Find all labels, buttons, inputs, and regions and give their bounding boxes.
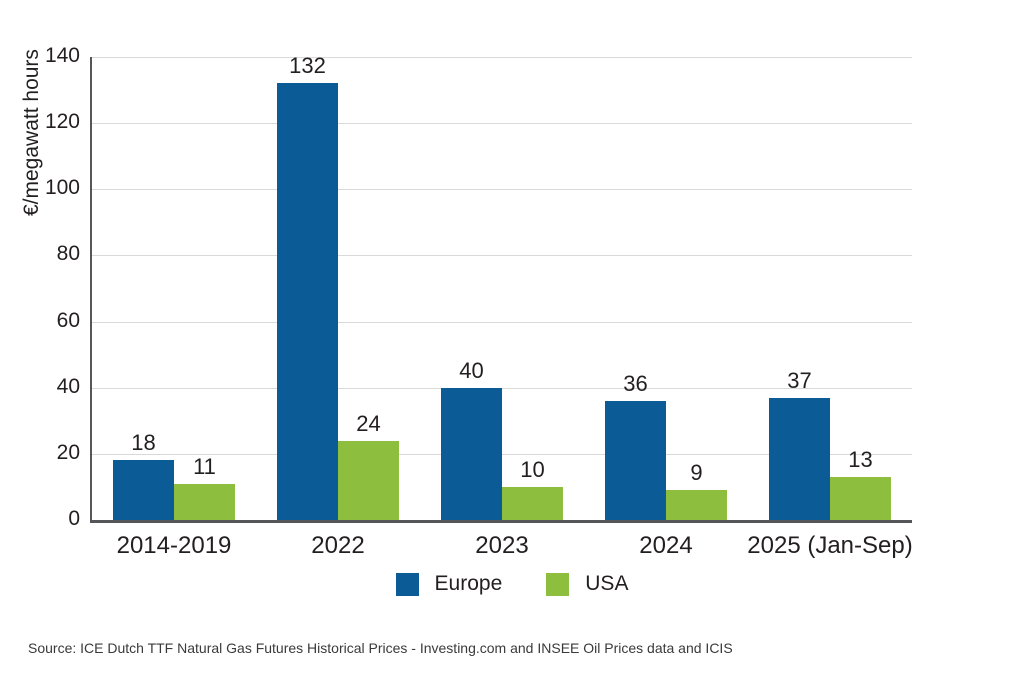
bar-europe-2022 — [277, 83, 338, 520]
y-tick-label: 60 — [56, 308, 80, 332]
bar-value-label: 13 — [848, 447, 873, 472]
x-category-label: 2022 — [311, 532, 365, 559]
y-tick-label: 80 — [56, 242, 80, 266]
legend-swatch-usa — [546, 572, 570, 596]
legend-item-europe: Europe — [395, 572, 503, 596]
bar-europe-2023 — [441, 387, 502, 520]
y-tick-label: 40 — [56, 374, 80, 398]
gridline — [92, 189, 912, 191]
y-tick-label: 120 — [44, 110, 80, 134]
legend: Europe USA — [0, 572, 1024, 596]
plot-area: 0 20 40 60 80 100 120 140 18 11 2014-2019 132 24 2022… — [45, 45, 913, 559]
bar-europe-2024 — [605, 400, 666, 520]
x-category-label: 2014-2019 — [116, 532, 232, 559]
bar-usa-2023 — [502, 486, 563, 520]
bar-value-label: 10 — [520, 456, 545, 482]
gridline — [92, 321, 912, 323]
gridline — [92, 387, 912, 389]
legend-label: Europe — [434, 572, 503, 595]
bar-value-label: 132 — [289, 53, 326, 79]
x-category-label: 2023 — [475, 532, 529, 559]
source-note: Source: ICE Dutch TTF Natural Gas Future… — [28, 640, 733, 656]
y-tick-label: 20 — [56, 440, 80, 464]
bar-value-label: 24 — [356, 410, 381, 436]
gridline — [92, 255, 912, 257]
bar-value-label: 36 — [623, 370, 648, 396]
bar-europe-2025-jan-sep- — [769, 397, 830, 520]
legend-swatch-europe — [395, 572, 419, 596]
bar-usa-2024 — [666, 490, 727, 520]
bar-value-label: 18 — [131, 430, 156, 456]
bar-value-label: 11 — [193, 453, 216, 479]
legend-label: USA — [585, 572, 629, 595]
gridline — [92, 57, 912, 58]
x-category-label: 2025 (Jan-Sep) — [747, 532, 913, 559]
bar-value-label: 37 — [787, 367, 812, 393]
bar-value-label: 9 — [690, 460, 703, 486]
bar-europe-2014-2019 — [113, 460, 174, 520]
bar-usa-2022 — [338, 440, 399, 520]
y-tick-label: 0 — [68, 507, 80, 530]
y-tick-label: 100 — [44, 176, 80, 200]
gridline — [92, 123, 912, 125]
gridline — [92, 453, 912, 455]
bar-usa-2014-2019 — [174, 483, 235, 520]
bar-value-label: 40 — [459, 357, 484, 383]
legend-item-usa: USA — [546, 572, 628, 596]
x-category-label: 2024 — [639, 532, 693, 559]
bar-usa-2025-jan-sep- — [830, 477, 891, 520]
y-tick-label: 140 — [44, 44, 80, 67]
